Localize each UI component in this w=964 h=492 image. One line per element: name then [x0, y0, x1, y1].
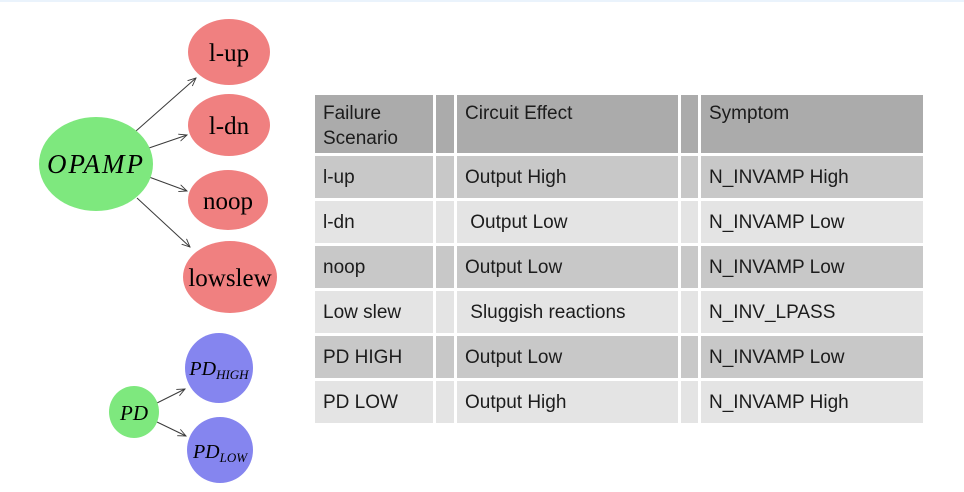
table-row: noop Output Low N_INVAMP Low — [315, 246, 923, 288]
pd-label: PD — [119, 401, 148, 425]
spacer-cell — [436, 336, 454, 378]
spacer-cell — [681, 156, 698, 198]
cell-scenario: l-up — [315, 156, 433, 198]
spacer-cell — [436, 201, 454, 243]
node-pd: PD — [109, 386, 159, 438]
cell-scenario: noop — [315, 246, 433, 288]
node-lowslew: lowslew — [183, 241, 277, 313]
node-opamp: OPAMP — [39, 117, 153, 211]
table-row: PD LOW Output High N_INVAMP High — [315, 381, 923, 423]
lup-label: l-up — [209, 40, 249, 67]
edge-pd-pdhigh — [156, 389, 185, 404]
table-row: PD HIGH Output Low N_INVAMP Low — [315, 336, 923, 378]
pdhigh-sub: HIGH — [215, 367, 249, 382]
cell-effect: Sluggish reactions — [457, 291, 678, 333]
cell-effect: Output Low — [457, 246, 678, 288]
node-pdhigh: PDHIGH — [185, 333, 253, 403]
pdhigh-ellipse — [185, 333, 253, 403]
cell-scenario: Low slew — [315, 291, 433, 333]
cell-symptom: N_INVAMP High — [701, 381, 923, 423]
cell-scenario: PD LOW — [315, 381, 433, 423]
lup-ellipse — [188, 19, 270, 85]
header-spacer — [436, 95, 454, 153]
noop-ellipse — [188, 170, 268, 230]
pd-ellipse — [109, 386, 159, 438]
pdlow-base: PD — [192, 441, 220, 463]
cell-scenario: l-dn — [315, 201, 433, 243]
spacer-cell — [681, 291, 698, 333]
cell-scenario: PD HIGH — [315, 336, 433, 378]
cell-symptom: N_INV_LPASS — [701, 291, 923, 333]
fault-tree-diagram: OPAMP l-up l-dn noop lowslew PD PDH — [39, 19, 277, 483]
ldn-label: l-dn — [209, 113, 250, 140]
header-symptom: Symptom — [701, 95, 923, 153]
failure-symptom-table: Failure Scenario Circuit Effect Symptom … — [312, 92, 926, 426]
cell-symptom: N_INVAMP Low — [701, 201, 923, 243]
pdlow-ellipse — [187, 417, 253, 483]
noop-label: noop — [203, 188, 253, 215]
cell-effect: Output Low — [457, 336, 678, 378]
spacer-cell — [436, 246, 454, 288]
spacer-cell — [436, 291, 454, 333]
table-row: l-dn Output Low N_INVAMP Low — [315, 201, 923, 243]
spacer-cell — [681, 381, 698, 423]
spacer-cell — [436, 156, 454, 198]
edge-opamp-lowslew — [136, 197, 190, 247]
edge-opamp-ldn — [148, 135, 187, 149]
edge-pd-pdlow — [156, 421, 186, 436]
cell-symptom: N_INVAMP High — [701, 156, 923, 198]
edge-opamp-lup — [135, 78, 196, 132]
edge-opamp-noop — [148, 176, 187, 191]
spacer-cell — [681, 336, 698, 378]
lowslew-label: lowslew — [188, 265, 271, 292]
node-pdlow: PDLOW — [187, 417, 253, 483]
opamp-ellipse — [39, 117, 153, 211]
ldn-ellipse — [188, 94, 270, 156]
cell-symptom: N_INVAMP Low — [701, 246, 923, 288]
pdlow-label: PDLOW — [192, 441, 248, 465]
cell-symptom: N_INVAMP Low — [701, 336, 923, 378]
opamp-label: OPAMP — [47, 149, 145, 179]
table-row: l-up Output High N_INVAMP High — [315, 156, 923, 198]
spacer-cell — [681, 201, 698, 243]
cell-effect: Output Low — [457, 201, 678, 243]
node-ldn: l-dn — [188, 94, 270, 156]
pdhigh-base: PD — [188, 358, 216, 380]
node-lup: l-up — [188, 19, 270, 85]
spacer-cell — [436, 381, 454, 423]
header-spacer — [681, 95, 698, 153]
window-top-edge — [0, 0, 964, 2]
spacer-cell — [681, 246, 698, 288]
table-header-row: Failure Scenario Circuit Effect Symptom — [315, 95, 923, 153]
cell-effect: Output High — [457, 381, 678, 423]
cell-effect: Output High — [457, 156, 678, 198]
pdlow-sub: LOW — [219, 450, 249, 465]
table-row: Low slew Sluggish reactions N_INV_LPASS — [315, 291, 923, 333]
lowslew-ellipse — [183, 241, 277, 313]
header-failure-scenario: Failure Scenario — [315, 95, 433, 153]
pdhigh-label: PDHIGH — [188, 358, 249, 382]
header-circuit-effect: Circuit Effect — [457, 95, 678, 153]
node-noop: noop — [188, 170, 268, 230]
